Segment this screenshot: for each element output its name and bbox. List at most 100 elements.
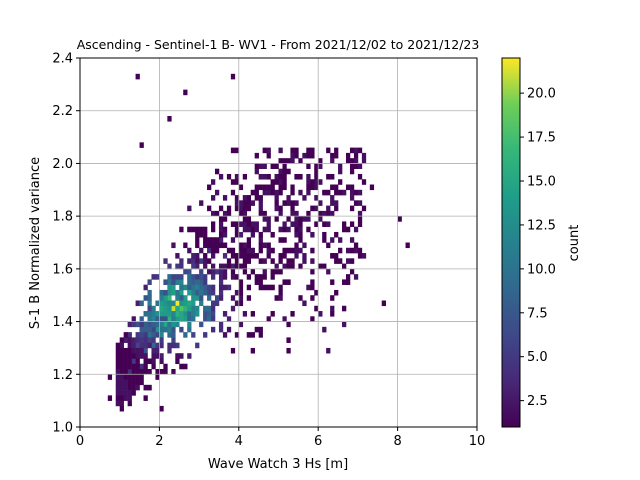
heatmap-cell [167,347,172,354]
heatmap-cell [167,284,172,291]
heatmap-cell [353,163,359,169]
heatmap-cell [330,237,335,243]
heatmap-cell [211,311,216,317]
heatmap-cell [262,184,267,191]
heatmap-cell [238,279,244,285]
heatmap-cell [357,253,363,259]
heatmap-cell [334,184,339,191]
heatmap-cell [234,258,240,264]
heatmap-cell [322,221,327,227]
heatmap-cell [270,258,275,264]
heatmap-cell [278,147,283,154]
heatmap-cell [139,332,144,338]
heatmap-cell [306,226,311,233]
y-tick-label: 1.6 [52,262,73,277]
heatmap-cell [278,210,283,217]
heatmap-cell [338,163,343,169]
heatmap-cell [294,231,299,238]
heatmap-cell [191,316,196,322]
heatmap-cell [147,300,152,307]
heatmap-cell [131,374,136,380]
heatmap-cell [345,258,351,264]
heatmap-cell [226,205,232,212]
heatmap-cell [230,268,236,275]
heatmap-cell [258,231,263,238]
heatmap-cell [250,231,255,238]
heatmap-cell [222,195,228,201]
heatmap-cell [230,179,236,185]
heatmap-cell [123,337,128,343]
heatmap-cell [123,369,128,375]
heatmap-cell [246,247,252,254]
heatmap-cell [254,152,259,159]
heatmap-cell [187,226,192,233]
heatmap-cell [187,247,192,254]
heatmap-cell [330,311,335,317]
heatmap-cell [238,253,244,259]
heatmap-cell [143,326,148,333]
heatmap-cell [199,279,204,285]
heatmap-cell [214,268,220,275]
heatmap-cell [314,173,319,180]
heatmap-cell [246,200,252,206]
heatmap-cell [147,305,152,312]
heatmap-cell [135,342,140,349]
heatmap-cell [250,247,255,254]
heatmap-cell [254,274,259,280]
heatmap-cell [163,295,168,301]
heatmap-cell [338,179,343,185]
heatmap-cell [246,226,252,233]
heatmap-cell [353,226,359,233]
heatmap-cell [163,258,168,264]
heatmap-cell [302,253,307,259]
heatmap-cell [191,332,196,338]
heatmap-cell [314,221,319,227]
heatmap-cell [147,295,152,301]
heatmap-cell [270,274,275,280]
heatmap-cell [338,247,343,254]
heatmap-cell [330,279,335,285]
heatmap-cell [147,384,152,391]
heatmap-cell [357,189,363,196]
heatmap-cell [115,342,120,349]
heatmap-cell [298,189,303,196]
heatmap-cell [139,326,144,333]
heatmap-cell [214,242,220,249]
heatmap-cell [127,400,132,407]
y-axis: 1.0 1.2 1.4 1.6 1.8 2.0 2.2 2.4 [52,52,80,436]
heatmap-cell [238,242,244,249]
heatmap-cell [195,342,200,349]
heatmap-cell [211,242,216,249]
heatmap-cell [115,384,120,391]
heatmap-cell [246,332,252,338]
heatmap-cell [127,342,132,349]
heatmap-cell [278,189,283,196]
heatmap-cell [135,369,140,375]
heatmap-cell [139,353,144,359]
heatmap-cell [274,179,279,185]
heatmap-cell [294,221,299,227]
heatmap-cell [270,247,275,254]
heatmap-cell [274,263,279,270]
heatmap-cell [222,226,228,233]
heatmap-cell [298,247,303,254]
heatmap-cell [151,274,156,280]
heatmap-cell [322,210,327,217]
heatmap-cell [310,147,315,154]
heatmap-cell [159,332,164,338]
heatmap-cell [230,247,236,254]
heatmap-cell [258,284,263,291]
heatmap-cell [314,289,319,296]
heatmap-cell [326,242,331,249]
heatmap-cell [218,284,224,291]
heatmap-cell [298,231,303,238]
heatmap-cell [211,237,216,243]
heatmap-cell [207,289,212,296]
heatmap-cell [139,369,144,375]
heatmap-cell [258,184,263,191]
heatmap-cell [357,200,363,206]
heatmap-cell [310,231,315,238]
heatmap-cell [238,289,244,296]
heatmap-cell [349,258,355,264]
heatmap-cell [187,279,192,285]
